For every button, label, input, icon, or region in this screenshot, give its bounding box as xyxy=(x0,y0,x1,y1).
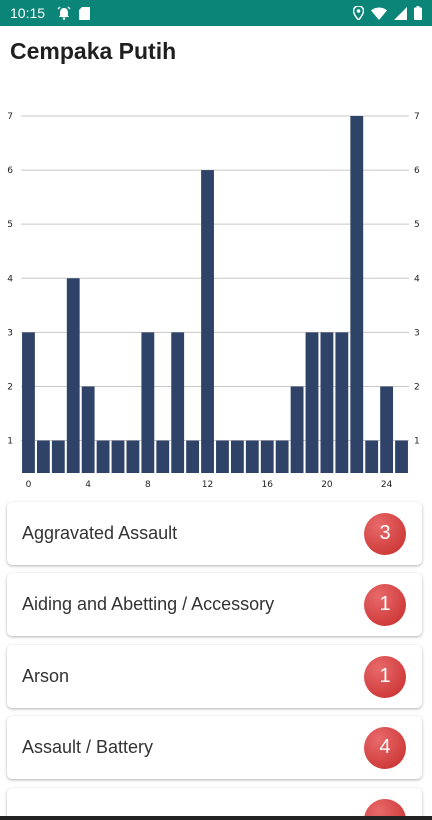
count-badge: 3 xyxy=(364,512,406,555)
bar xyxy=(216,440,229,473)
bottom-edge xyxy=(0,816,432,820)
category-card[interactable]: Aggravated Assault 3 xyxy=(7,502,422,565)
location-icon xyxy=(353,6,364,20)
y-tick-label-left: 4 xyxy=(7,274,13,284)
bar xyxy=(305,332,319,473)
count-badge: 1 xyxy=(364,583,406,626)
y-tick-label-left: 5 xyxy=(7,220,13,230)
y-tick-label-left: 3 xyxy=(7,328,13,338)
y-tick-label-right: 7 xyxy=(414,112,420,122)
page-title: Cempaka Putih xyxy=(10,38,177,64)
bar-chart: 1 1 2 2 3 3 4 4 5 5 6 6 7 7 0 4 8 12 16 20 24 xyxy=(0,100,432,495)
bar xyxy=(156,440,170,473)
category-label: Aggravated Assault xyxy=(22,523,178,543)
bar xyxy=(260,440,274,473)
bar xyxy=(290,386,304,473)
bar xyxy=(81,386,95,473)
bar xyxy=(96,440,110,473)
y-tick-label-right: 4 xyxy=(414,274,420,284)
bar xyxy=(126,440,140,473)
y-tick-label-right: 2 xyxy=(414,382,420,392)
count-badge: 4 xyxy=(364,726,406,769)
bar xyxy=(201,170,214,473)
x-tick-label: 20 xyxy=(321,480,333,490)
bar xyxy=(51,440,65,473)
chart-svg: 1 12 23 34 45 56 67 70 4 8 12 16 20 24 xyxy=(7,112,420,490)
bar xyxy=(320,332,334,473)
x-tick-label: 0 xyxy=(26,480,32,490)
bar xyxy=(141,332,155,473)
bar xyxy=(245,440,259,473)
bar xyxy=(365,440,379,473)
bar xyxy=(350,116,364,473)
wifi-icon xyxy=(371,7,387,20)
x-tick-label: 12 xyxy=(202,480,213,490)
category-card[interactable]: Arson 1 xyxy=(7,645,422,708)
x-tick-label: 8 xyxy=(145,480,151,490)
category-label: Aiding and Abetting / Accessory xyxy=(22,594,275,614)
category-label: Assault / Battery xyxy=(22,737,154,757)
bar xyxy=(171,332,185,473)
y-tick-label-left: 7 xyxy=(7,112,13,122)
bar xyxy=(230,440,244,473)
bar xyxy=(111,440,125,473)
count-badge xyxy=(364,798,406,820)
signal-icon xyxy=(394,6,407,20)
bar xyxy=(335,332,349,473)
category-card[interactable]: Aiding and Abetting / Accessory 1 xyxy=(7,573,422,636)
y-tick-label-right: 6 xyxy=(414,166,420,176)
bar xyxy=(275,440,289,473)
status-time: 10:15 xyxy=(10,5,46,21)
bar xyxy=(36,440,50,473)
sd-card-icon xyxy=(79,6,91,20)
y-tick-label-left: 1 xyxy=(7,437,13,447)
bar xyxy=(395,440,408,473)
x-tick-label: 16 xyxy=(262,480,274,490)
bar xyxy=(22,332,35,473)
status-bar: 10:15 xyxy=(0,0,432,26)
alarm-icon xyxy=(57,6,71,20)
category-card[interactable] xyxy=(7,788,422,820)
x-tick-label: 24 xyxy=(381,480,393,490)
category-label: Arson xyxy=(22,666,70,686)
x-tick-label: 4 xyxy=(85,480,91,490)
category-card[interactable]: Assault / Battery 4 xyxy=(7,716,422,779)
y-tick-label-right: 1 xyxy=(414,437,420,447)
bar xyxy=(380,386,394,473)
y-tick-label-left: 6 xyxy=(7,166,13,176)
y-tick-label-right: 5 xyxy=(414,220,420,230)
bar xyxy=(66,278,80,473)
y-tick-label-left: 2 xyxy=(7,382,13,392)
bar xyxy=(186,440,200,473)
battery-icon xyxy=(414,6,422,20)
y-tick-label-right: 3 xyxy=(414,328,420,338)
count-badge: 1 xyxy=(364,655,406,698)
